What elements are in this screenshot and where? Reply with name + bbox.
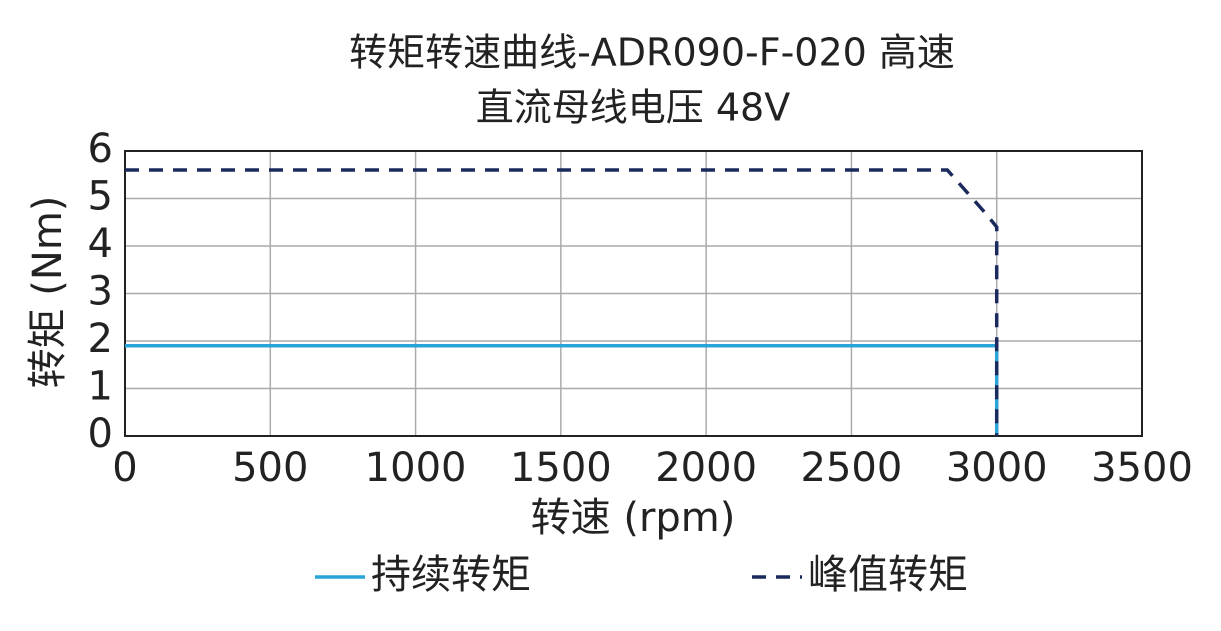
plot-frame xyxy=(124,150,1143,437)
y-tick-label: 4 xyxy=(88,221,113,267)
x-tick-label: 3500 xyxy=(1091,445,1193,491)
x-tick-label: 0 xyxy=(112,445,137,491)
legend-label: 持续转矩 xyxy=(371,552,531,598)
y-tick-label: 2 xyxy=(88,316,113,362)
y-tick-label: 5 xyxy=(88,174,113,220)
y-tick-label: 1 xyxy=(88,364,113,410)
chart-title: 转矩转速曲线-ADR090-F-020 高速 xyxy=(349,31,955,75)
y-tick-label: 3 xyxy=(88,269,113,315)
x-tick-label: 1500 xyxy=(510,445,612,491)
y-tick-label: 0 xyxy=(88,411,113,457)
line xyxy=(125,168,999,436)
legend-label: 峰值转矩 xyxy=(808,552,968,598)
x-axis-label: 转速 (rpm) xyxy=(531,495,736,541)
y-axis-label: 转矩 (Nm) xyxy=(25,196,71,389)
x-tick-label: 2500 xyxy=(801,445,903,491)
chart-subtitle: 直流母线电压 48V xyxy=(476,86,790,130)
x-tick-label: 1000 xyxy=(365,445,467,491)
x-tick-label: 500 xyxy=(232,445,308,491)
x-tick-label: 3000 xyxy=(946,445,1048,491)
y-tick-label: 6 xyxy=(88,126,113,172)
x-tick-label: 2000 xyxy=(655,445,757,491)
